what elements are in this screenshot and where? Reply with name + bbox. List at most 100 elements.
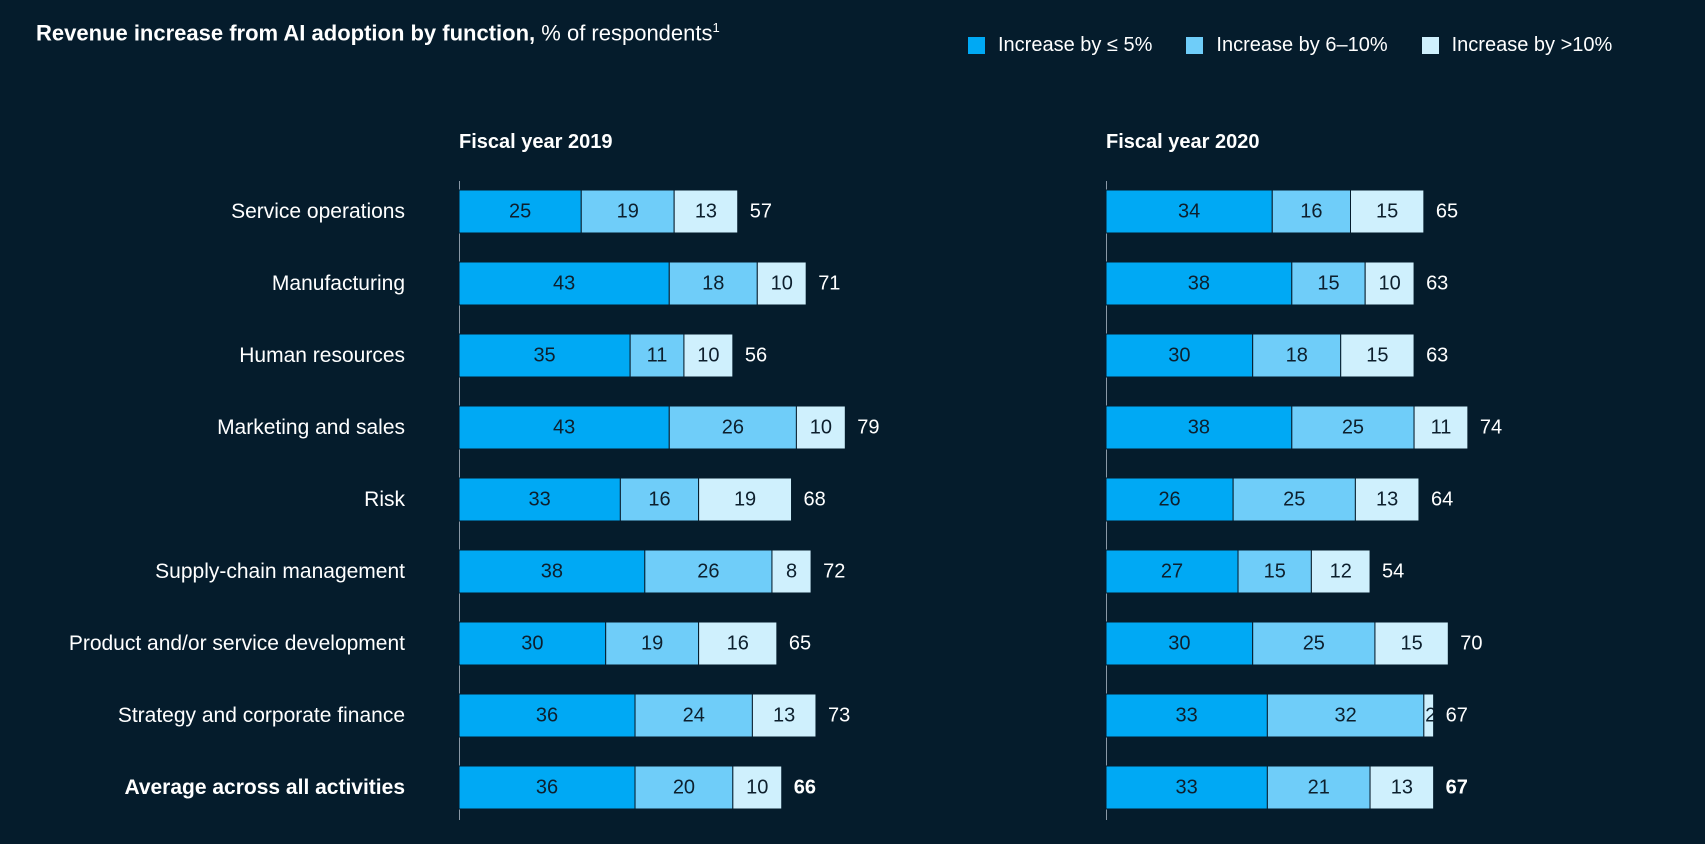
bar-label-low-0-6: 30 — [521, 633, 543, 655]
bar-label-low-1-8: 33 — [1176, 777, 1198, 799]
bar-mid-1-6 — [1252, 621, 1376, 666]
bar-label-high-0-6: 16 — [727, 633, 749, 655]
category-label-risk: Risk — [364, 488, 405, 511]
bar-label-high-0-7: 13 — [773, 705, 795, 727]
chart-title-unit: % of respondents — [541, 20, 713, 46]
category-label-manufacturing: Manufacturing — [272, 272, 405, 295]
bar-label-high-0-3: 10 — [810, 417, 832, 439]
total-label-0-6: 65 — [789, 633, 811, 655]
bar-label-mid-1-2: 18 — [1286, 345, 1308, 367]
legend-label-low: Increase by ≤ 5% — [998, 34, 1153, 56]
bar-low-0-3 — [458, 405, 670, 450]
total-label-1-6: 70 — [1460, 633, 1482, 655]
bar-label-high-1-0: 15 — [1376, 201, 1398, 223]
bar-label-high-1-3: 11 — [1431, 417, 1452, 439]
bar-high-1-0 — [1350, 189, 1425, 234]
bar-mid-0-0 — [580, 189, 675, 234]
bar-label-mid-0-5: 26 — [697, 561, 719, 583]
bar-mid-1-0 — [1271, 189, 1352, 234]
legend-item-low: Increase by ≤ 5% — [968, 34, 1152, 57]
total-label-1-3: 74 — [1480, 417, 1502, 439]
bar-high-0-0 — [673, 189, 739, 234]
bar-label-low-1-5: 27 — [1161, 561, 1183, 583]
panel-title-0: Fiscal year 2019 — [459, 131, 612, 153]
bar-label-low-1-0: 34 — [1178, 201, 1200, 223]
bar-label-high-1-2: 15 — [1366, 345, 1388, 367]
legend-swatch-low — [968, 37, 985, 54]
bar-high-0-1 — [756, 261, 807, 306]
bar-low-1-1 — [1105, 261, 1293, 306]
total-label-1-0: 65 — [1436, 201, 1458, 223]
bar-label-high-1-4: 13 — [1376, 489, 1398, 511]
total-label-0-4: 68 — [804, 489, 826, 511]
bar-label-mid-0-2: 11 — [647, 345, 668, 367]
category-label-human-resources: Human resources — [239, 344, 405, 367]
bar-label-mid-1-6: 25 — [1303, 633, 1325, 655]
bar-low-1-0 — [1105, 189, 1273, 234]
total-label-0-8: 66 — [794, 777, 816, 799]
bar-high-0-4 — [698, 477, 793, 522]
category-label-product-and-or-service-development: Product and/or service development — [69, 632, 405, 655]
bar-high-0-3 — [795, 405, 846, 450]
bar-label-high-0-8: 10 — [746, 777, 768, 799]
bar-label-low-1-3: 38 — [1188, 417, 1210, 439]
bar-label-low-1-7: 33 — [1176, 705, 1198, 727]
bar-label-high-0-5: 8 — [786, 561, 797, 583]
bar-label-low-0-7: 36 — [536, 705, 558, 727]
bar-mid-0-5 — [644, 549, 773, 594]
total-label-0-0: 57 — [750, 201, 772, 223]
bar-label-low-0-2: 35 — [533, 345, 555, 367]
bar-mid-0-4 — [619, 477, 700, 522]
bar-label-low-0-0: 25 — [509, 201, 531, 223]
category-label-service-operations: Service operations — [231, 200, 405, 223]
bar-high-1-7 — [1423, 693, 1435, 738]
total-label-1-7: 67 — [1446, 705, 1468, 727]
bar-label-high-1-8: 13 — [1391, 777, 1413, 799]
bar-low-1-8 — [1105, 765, 1268, 810]
total-label-1-2: 63 — [1426, 345, 1448, 367]
bar-high-1-8 — [1369, 765, 1435, 810]
legend-swatch-high — [1421, 37, 1439, 54]
bar-low-0-5 — [458, 549, 646, 594]
legend-item-high: Increase by >10% — [1421, 34, 1613, 57]
bar-high-0-2 — [683, 333, 734, 378]
category-label-strategy-and-corporate-finance: Strategy and corporate finance — [118, 704, 405, 727]
bar-label-low-0-1: 43 — [553, 273, 575, 295]
bar-mid-1-5 — [1237, 549, 1312, 594]
bar-label-mid-1-7: 32 — [1334, 705, 1356, 727]
bar-label-high-0-1: 10 — [771, 273, 793, 295]
bar-mid-0-7 — [634, 693, 753, 738]
bar-label-mid-0-4: 16 — [648, 489, 670, 511]
bar-label-mid-1-4: 25 — [1283, 489, 1305, 511]
bar-label-mid-0-3: 26 — [722, 417, 744, 439]
bar-label-high-0-2: 10 — [697, 345, 719, 367]
bar-label-low-1-2: 30 — [1168, 345, 1190, 367]
bar-high-0-8 — [732, 765, 783, 810]
bar-low-0-4 — [458, 477, 621, 522]
bar-label-mid-1-3: 25 — [1342, 417, 1364, 439]
bar-low-0-1 — [458, 261, 670, 306]
legend-item-mid: Increase by 6–10% — [1186, 34, 1388, 57]
legend-label-high: Increase by >10% — [1451, 34, 1613, 56]
bar-low-0-0 — [458, 189, 582, 234]
category-label-marketing-and-sales: Marketing and sales — [217, 416, 405, 439]
bar-mid-1-1 — [1291, 261, 1366, 306]
total-label-0-2: 56 — [745, 345, 767, 367]
bar-label-mid-0-1: 18 — [702, 273, 724, 295]
bar-label-high-1-5: 12 — [1330, 561, 1352, 583]
total-label-1-5: 54 — [1382, 561, 1404, 583]
total-label-1-8: 67 — [1446, 777, 1468, 799]
bar-high-1-3 — [1413, 405, 1469, 450]
chart-title-footnote: 1 — [712, 20, 720, 35]
bar-label-mid-1-8: 21 — [1308, 777, 1330, 799]
bar-label-high-0-4: 19 — [734, 489, 756, 511]
legend-swatch-mid — [1186, 37, 1204, 54]
bar-high-1-2 — [1340, 333, 1415, 378]
total-label-1-1: 63 — [1426, 273, 1448, 295]
bar-low-1-5 — [1105, 549, 1239, 594]
bar-label-high-1-6: 15 — [1401, 633, 1423, 655]
bar-high-1-6 — [1374, 621, 1449, 666]
chart-title: Revenue increase from AI adoption by fun… — [36, 20, 720, 46]
total-label-1-4: 64 — [1431, 489, 1453, 511]
